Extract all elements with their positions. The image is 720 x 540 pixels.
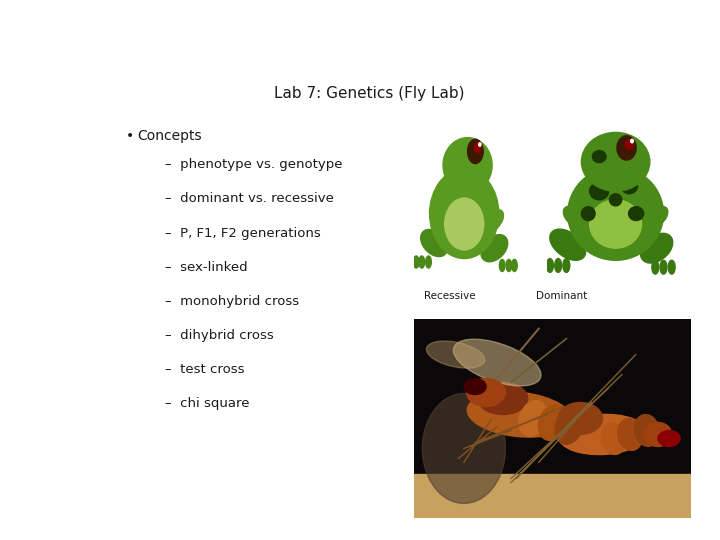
Circle shape bbox=[479, 143, 481, 146]
Ellipse shape bbox=[601, 422, 626, 455]
Ellipse shape bbox=[582, 207, 595, 220]
Ellipse shape bbox=[467, 392, 572, 437]
Ellipse shape bbox=[478, 382, 528, 415]
Ellipse shape bbox=[645, 206, 668, 228]
Ellipse shape bbox=[506, 259, 512, 272]
Circle shape bbox=[617, 136, 636, 160]
Ellipse shape bbox=[563, 259, 570, 272]
Circle shape bbox=[464, 379, 486, 395]
Ellipse shape bbox=[555, 409, 583, 444]
Ellipse shape bbox=[568, 167, 664, 260]
Ellipse shape bbox=[590, 200, 642, 248]
Ellipse shape bbox=[629, 207, 644, 220]
Text: –  dominant vs. recessive: – dominant vs. recessive bbox=[166, 192, 334, 205]
Circle shape bbox=[631, 139, 634, 143]
Circle shape bbox=[658, 430, 680, 447]
Ellipse shape bbox=[593, 151, 606, 163]
Ellipse shape bbox=[550, 229, 585, 260]
Ellipse shape bbox=[454, 339, 541, 386]
Ellipse shape bbox=[660, 260, 667, 274]
Ellipse shape bbox=[481, 234, 508, 262]
Ellipse shape bbox=[539, 404, 567, 440]
Ellipse shape bbox=[519, 401, 547, 436]
Ellipse shape bbox=[430, 168, 499, 259]
Text: –  chi square: – chi square bbox=[166, 397, 250, 410]
Ellipse shape bbox=[618, 418, 643, 450]
Ellipse shape bbox=[420, 230, 447, 256]
Ellipse shape bbox=[426, 341, 485, 368]
Ellipse shape bbox=[621, 178, 637, 194]
Ellipse shape bbox=[445, 198, 484, 250]
Text: Lab 7: Genetics (Fly Lab): Lab 7: Genetics (Fly Lab) bbox=[274, 85, 464, 100]
Ellipse shape bbox=[546, 259, 554, 272]
Text: Concepts: Concepts bbox=[138, 129, 202, 143]
Circle shape bbox=[474, 143, 481, 153]
Ellipse shape bbox=[558, 414, 647, 455]
Ellipse shape bbox=[582, 132, 649, 191]
Text: –  phenotype vs. genotype: – phenotype vs. genotype bbox=[166, 158, 343, 171]
Ellipse shape bbox=[413, 256, 419, 268]
Ellipse shape bbox=[609, 194, 622, 206]
Text: Dominant: Dominant bbox=[536, 292, 587, 301]
Ellipse shape bbox=[426, 256, 431, 268]
Ellipse shape bbox=[590, 183, 609, 200]
Ellipse shape bbox=[668, 260, 675, 274]
Ellipse shape bbox=[563, 206, 586, 228]
Ellipse shape bbox=[554, 259, 562, 272]
Text: –  test cross: – test cross bbox=[166, 363, 245, 376]
Ellipse shape bbox=[652, 260, 659, 274]
Circle shape bbox=[467, 139, 483, 164]
Ellipse shape bbox=[419, 256, 425, 268]
Text: Recessive: Recessive bbox=[424, 292, 476, 301]
Text: –  P, F1, F2 generations: – P, F1, F2 generations bbox=[166, 227, 321, 240]
Ellipse shape bbox=[467, 379, 505, 407]
Ellipse shape bbox=[485, 210, 503, 231]
Ellipse shape bbox=[634, 415, 660, 447]
Text: •: • bbox=[126, 129, 135, 143]
Ellipse shape bbox=[500, 259, 505, 272]
Ellipse shape bbox=[423, 394, 505, 503]
Ellipse shape bbox=[429, 206, 448, 228]
Ellipse shape bbox=[644, 422, 672, 447]
Circle shape bbox=[625, 139, 634, 150]
Ellipse shape bbox=[641, 233, 672, 263]
Ellipse shape bbox=[558, 402, 603, 435]
Text: –  sex-linked: – sex-linked bbox=[166, 261, 248, 274]
Ellipse shape bbox=[443, 138, 492, 193]
Text: –  dihybrid cross: – dihybrid cross bbox=[166, 329, 274, 342]
Ellipse shape bbox=[512, 259, 517, 272]
Bar bbox=[414, 475, 691, 518]
Text: –  monohybrid cross: – monohybrid cross bbox=[166, 295, 300, 308]
